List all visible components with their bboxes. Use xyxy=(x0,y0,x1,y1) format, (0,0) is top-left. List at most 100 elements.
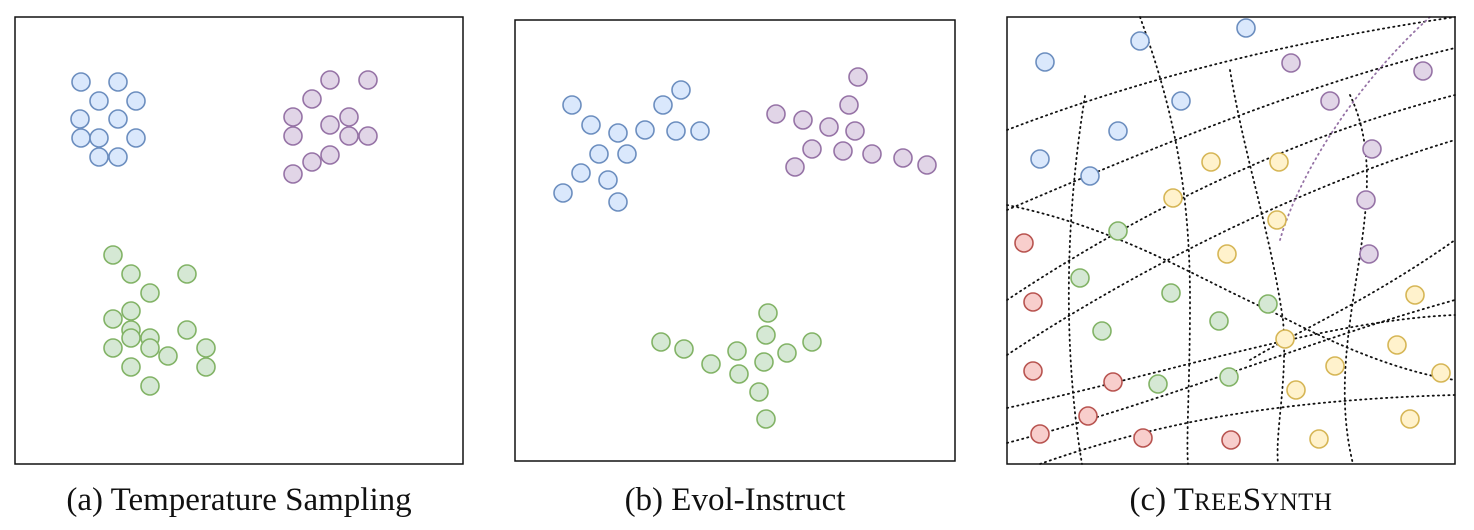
blue-sample-point xyxy=(108,147,128,167)
caption-treesynth-letter-s: S xyxy=(1242,482,1262,518)
green-sample-point xyxy=(674,339,694,359)
blue-sample-point xyxy=(1171,91,1191,111)
green-sample-point xyxy=(1258,294,1278,314)
green-sample-point xyxy=(103,245,123,265)
purple-sample-point xyxy=(785,157,805,177)
purple-sample-point xyxy=(862,144,882,164)
red-sample-point xyxy=(1023,292,1043,312)
caption-treesynth-prefix: (c) xyxy=(1129,482,1174,518)
caption-treesynth: (c) TREESYNTH xyxy=(1007,482,1455,519)
green-sample-point xyxy=(196,357,216,377)
blue-sample-point xyxy=(89,128,109,148)
green-sample-point xyxy=(1092,321,1112,341)
blue-sample-point xyxy=(1030,149,1050,169)
blue-sample-point xyxy=(1035,52,1055,72)
yellow-sample-point xyxy=(1163,188,1183,208)
blue-sample-point xyxy=(126,128,146,148)
yellow-sample-point xyxy=(1217,244,1237,264)
green-sample-point xyxy=(121,328,141,348)
green-sample-point xyxy=(158,346,178,366)
red-sample-point xyxy=(1103,372,1123,392)
green-sample-point xyxy=(1209,311,1229,331)
red-sample-point xyxy=(1014,233,1034,253)
panel-temperature-sampling xyxy=(14,16,464,465)
partition-line xyxy=(1006,16,1456,131)
yellow-sample-point xyxy=(1325,356,1345,376)
yellow-sample-point xyxy=(1201,152,1221,172)
purple-sample-point xyxy=(893,148,913,168)
green-sample-point xyxy=(749,382,769,402)
green-sample-point xyxy=(196,338,216,358)
green-sample-point xyxy=(802,332,822,352)
red-sample-point xyxy=(1078,406,1098,426)
green-sample-point xyxy=(121,357,141,377)
partition-line xyxy=(1229,69,1286,465)
green-sample-point xyxy=(756,409,776,429)
purple-sample-point xyxy=(833,141,853,161)
purple-sample-point xyxy=(1281,53,1301,73)
yellow-sample-point xyxy=(1400,409,1420,429)
purple-sample-point xyxy=(802,139,822,159)
blue-sample-point xyxy=(108,109,128,129)
blue-sample-point xyxy=(89,147,109,167)
blue-sample-point xyxy=(89,91,109,111)
partition-line xyxy=(1279,16,1431,241)
yellow-sample-point xyxy=(1267,210,1287,230)
green-sample-point xyxy=(177,320,197,340)
yellow-sample-point xyxy=(1275,329,1295,349)
green-sample-point xyxy=(1148,374,1168,394)
partition-line xyxy=(1039,394,1456,465)
panel-frame-temperature-sampling xyxy=(14,16,464,465)
green-sample-point xyxy=(103,309,123,329)
purple-sample-point xyxy=(320,145,340,165)
blue-sample-point xyxy=(71,128,91,148)
partition-line xyxy=(1249,239,1456,361)
purple-sample-point xyxy=(339,107,359,127)
green-sample-point xyxy=(754,352,774,372)
blue-sample-point xyxy=(71,72,91,92)
blue-sample-point xyxy=(671,80,691,100)
blue-sample-point xyxy=(553,183,573,203)
purple-sample-point xyxy=(1413,61,1433,81)
partition-line xyxy=(1139,16,1191,465)
green-sample-point xyxy=(727,341,747,361)
yellow-sample-point xyxy=(1387,335,1407,355)
red-sample-point xyxy=(1023,361,1043,381)
partition-line xyxy=(1006,139,1456,356)
blue-sample-point xyxy=(70,109,90,129)
purple-sample-point xyxy=(839,95,859,115)
blue-sample-point xyxy=(617,144,637,164)
blue-sample-point xyxy=(608,123,628,143)
purple-sample-point xyxy=(1359,244,1379,264)
green-sample-point xyxy=(777,343,797,363)
blue-sample-point xyxy=(690,121,710,141)
yellow-sample-point xyxy=(1431,363,1451,383)
purple-sample-point xyxy=(766,104,786,124)
purple-sample-point xyxy=(848,67,868,87)
purple-sample-point xyxy=(358,70,378,90)
green-sample-point xyxy=(1161,283,1181,303)
purple-sample-point xyxy=(793,110,813,130)
purple-sample-point xyxy=(339,126,359,146)
green-sample-point xyxy=(121,264,141,284)
red-sample-point xyxy=(1133,428,1153,448)
green-sample-point xyxy=(177,264,197,284)
purple-sample-point xyxy=(845,121,865,141)
panel-frame-treesynth xyxy=(1006,16,1456,465)
yellow-sample-point xyxy=(1405,285,1425,305)
blue-sample-point xyxy=(581,115,601,135)
blue-sample-point xyxy=(589,144,609,164)
blue-sample-point xyxy=(666,121,686,141)
blue-sample-point xyxy=(562,95,582,115)
panel-frame-evol-instruct xyxy=(514,19,956,462)
partition-line xyxy=(1343,94,1368,465)
green-sample-point xyxy=(140,338,160,358)
green-sample-point xyxy=(140,283,160,303)
partition-line xyxy=(1006,299,1456,444)
purple-sample-point xyxy=(917,155,937,175)
purple-sample-point xyxy=(1320,91,1340,111)
blue-sample-point xyxy=(1108,121,1128,141)
blue-sample-point xyxy=(108,72,128,92)
purple-sample-point xyxy=(283,164,303,184)
